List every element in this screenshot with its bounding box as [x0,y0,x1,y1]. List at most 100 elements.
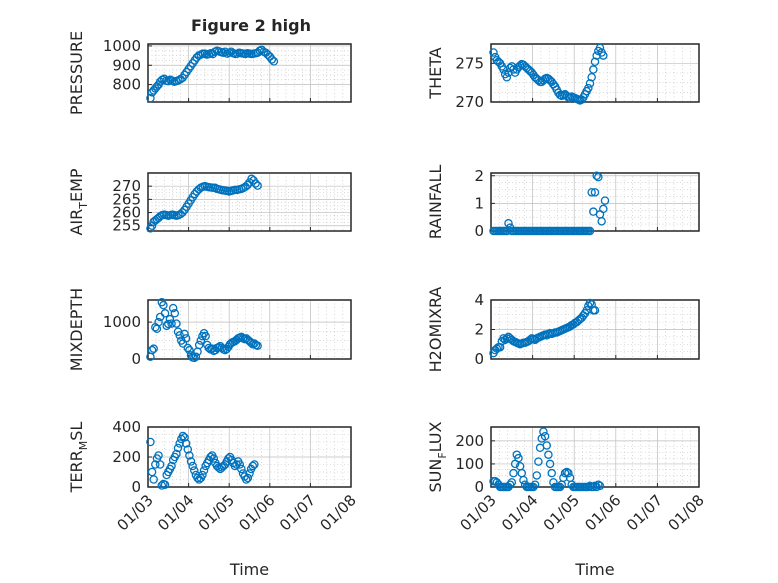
data-point [597,217,606,226]
data-point [167,461,176,471]
data-point [253,181,262,190]
data-point [585,79,595,88]
x-tick-label: 01/05 [195,491,238,534]
y-axis-label: SUNFLUX [426,421,449,492]
data-point [539,427,548,436]
data-point [154,317,163,327]
data-point [600,196,610,205]
data-point [560,468,570,478]
x-tick-label: 01/06 [581,491,624,534]
y-tick-label: 0 [474,350,484,368]
subplot-mixdepth: 0 1000 MIXDEPTH [67,288,352,371]
data-point [590,306,600,315]
data-point [146,93,155,103]
data-point [584,83,593,93]
data-point [587,188,596,197]
x-tick-label: 01/05 [540,491,583,534]
data-point [191,352,201,362]
data-point [251,179,260,188]
x-tick-label: 01/04 [498,491,541,534]
y-tick-label: 800 [112,76,141,94]
data-point [555,482,565,492]
subplot-theta: 270 275 THETA [426,43,700,111]
data-point [547,468,556,478]
data-point [199,466,209,475]
data-point [181,439,191,448]
x-tick-label: 01/08 [665,491,708,534]
plot-area [490,172,700,232]
data-point [183,343,193,353]
data-point [248,461,257,471]
y-tick-label: 200 [112,448,141,466]
x-tick-label: 01/06 [235,491,278,534]
data-point [529,482,538,492]
x-tick-label: 01/07 [623,491,666,534]
data-point [185,345,194,355]
data-point [196,336,206,345]
data-point [509,468,518,478]
data-point [590,57,600,67]
data-point [585,226,595,236]
data-point [178,208,187,217]
y-tick-label: 0 [131,478,141,496]
data-point [172,449,181,459]
y-axis-label: AIRTEMP [67,168,90,235]
data-point [514,453,523,463]
x-tick-label: 01/04 [154,491,197,534]
data-point [599,51,608,60]
data-point [595,481,605,491]
y-axis-label: H2OMIXRA [426,287,445,373]
y-axis-label: THETA [426,47,445,99]
figure-title: Figure 2 high [191,16,311,35]
data-point [181,334,191,343]
x-tick-label: 01/03 [114,491,157,534]
data-point [269,57,279,66]
x-tick-label: 01/07 [276,491,319,534]
data-point [243,473,253,483]
subplot-h2omixra: 0 2 4 H2OMIXRA [426,287,700,373]
data-point [168,303,178,313]
data-point [180,433,189,442]
data-point [243,180,252,190]
data-point [154,451,163,460]
plot-frame [147,172,352,232]
data-point [170,309,180,318]
y-tick-label: 2 [474,321,484,339]
data-point [165,314,175,324]
y-axis-label: PRESSURE [67,31,86,115]
data-point [245,469,254,478]
data-point [599,204,608,214]
data-point [594,172,603,182]
data-point [519,475,528,485]
data-point [188,461,197,471]
plot-area [147,299,352,360]
data-point [190,466,199,475]
data-point [159,300,168,310]
data-point [540,431,550,441]
data-point [594,480,603,489]
data-point [167,319,176,328]
data-point [164,76,173,86]
y-tick-label: 4 [474,291,484,309]
data-point [185,451,194,460]
data-point [545,459,555,469]
data-point [146,437,155,447]
data-point [590,188,600,197]
data-point [194,340,204,350]
data-point [155,460,165,469]
data-point [183,445,193,454]
data-point [209,454,219,463]
data-point [267,55,277,64]
data-point [564,468,573,478]
data-point [149,344,158,353]
data-point [162,321,171,331]
data-point [592,171,601,181]
data-point [157,481,167,490]
data-point [220,47,230,56]
y-tick-label: 200 [455,432,484,450]
y-tick-label: 1 [474,194,484,212]
x-tick-label: 01/08 [317,491,360,534]
data-point [160,480,170,489]
